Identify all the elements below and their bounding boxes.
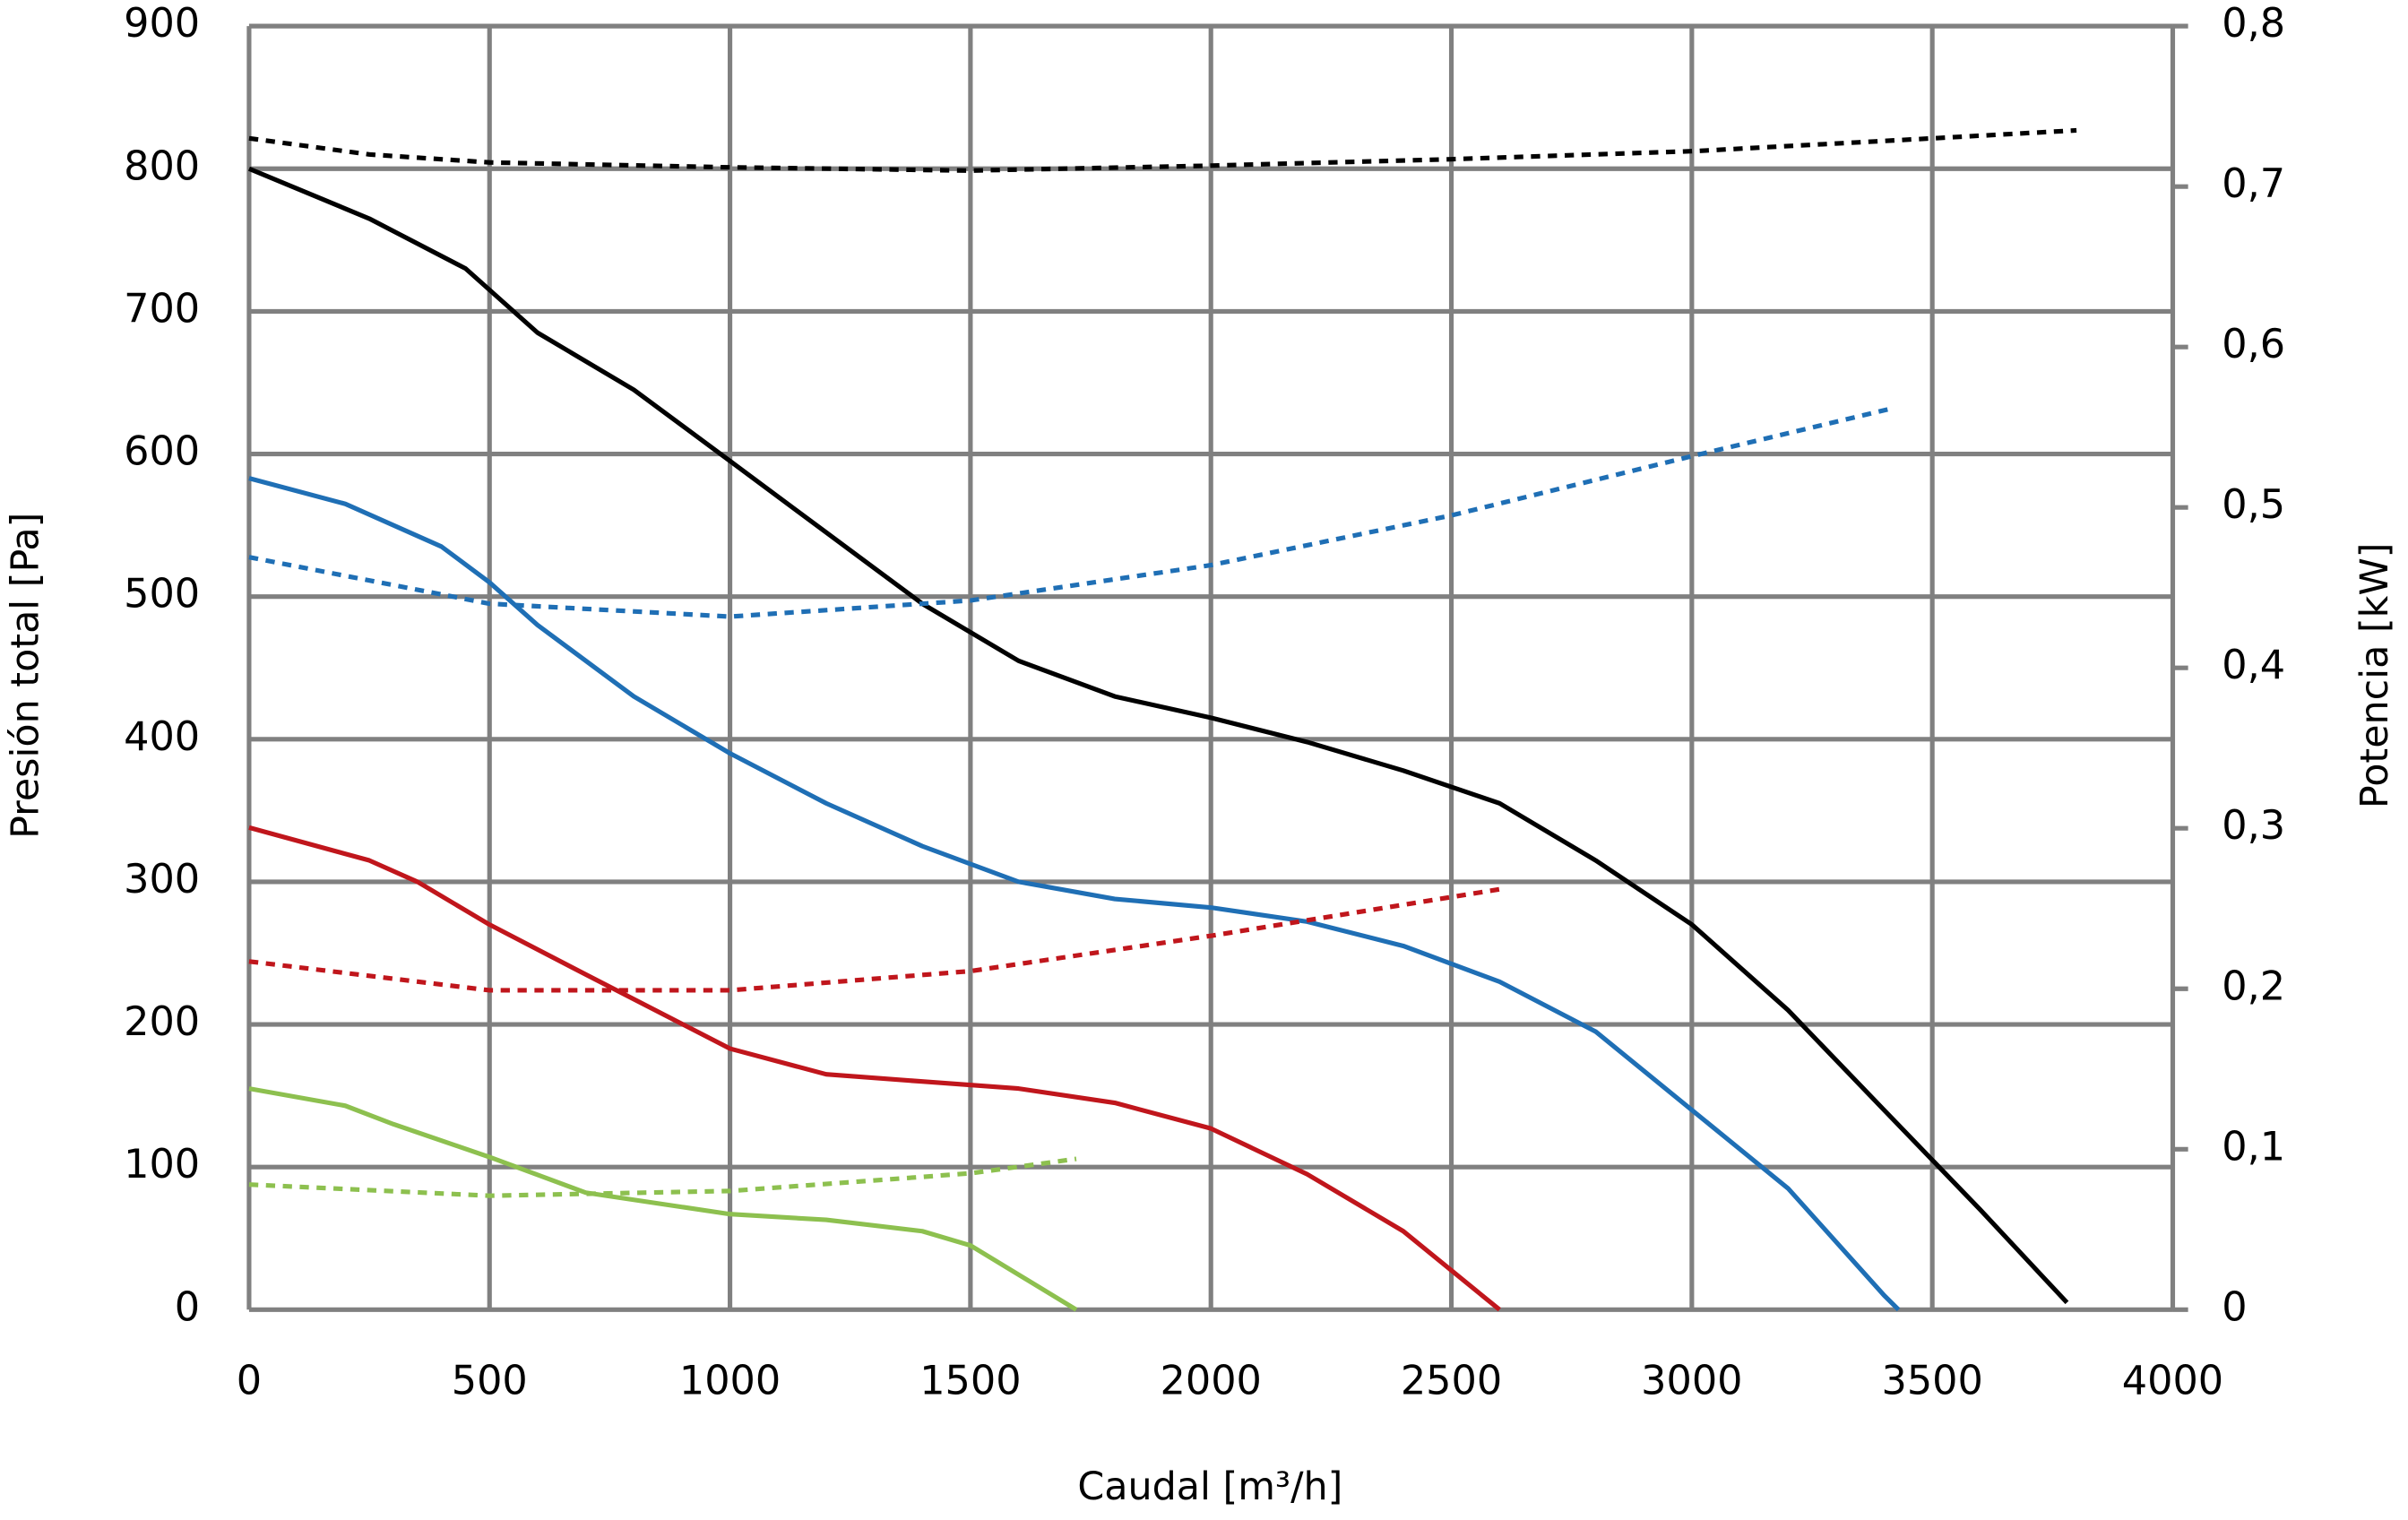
series-line bbox=[248, 825, 1501, 1312]
series-line bbox=[248, 886, 1500, 993]
y2-tick-label: 0,3 bbox=[2222, 802, 2285, 849]
y-axis-title: Presión total [Pa] bbox=[4, 513, 48, 839]
y2-tick-label: 0,4 bbox=[2222, 642, 2285, 688]
y2-tick-label: 0,1 bbox=[2222, 1123, 2285, 1170]
y2-tick-label: 0,6 bbox=[2222, 321, 2285, 367]
y2-tick-label: 0 bbox=[2222, 1283, 2247, 1330]
x-tick-label: 2000 bbox=[1161, 1358, 1262, 1404]
y2-tick-label: 0,8 bbox=[2222, 0, 2285, 47]
y-tick-label: 300 bbox=[124, 856, 200, 902]
x-tick-label: 3500 bbox=[1881, 1358, 1982, 1404]
y-tick-label: 0 bbox=[175, 1283, 200, 1330]
y-tick-label: 200 bbox=[124, 998, 200, 1045]
y-tick-label: 100 bbox=[124, 1141, 200, 1188]
y-tick-label: 700 bbox=[124, 285, 200, 332]
y-tick-label: 800 bbox=[124, 142, 200, 189]
series-line bbox=[248, 127, 2077, 173]
x-tick-label: 1500 bbox=[919, 1358, 1021, 1404]
series-line bbox=[248, 1086, 1078, 1312]
x-tick-label: 500 bbox=[452, 1358, 528, 1404]
y2-axis-title: Potencia [kW] bbox=[2352, 542, 2397, 808]
x-tick-label: 2500 bbox=[1401, 1358, 1502, 1404]
x-tick-label: 0 bbox=[237, 1358, 262, 1404]
y2-tick-label: 0,2 bbox=[2222, 963, 2285, 1009]
series-line bbox=[248, 1156, 1077, 1198]
x-tick-label: 3000 bbox=[1641, 1358, 1742, 1404]
y-tick-label: 600 bbox=[124, 428, 200, 475]
series-line bbox=[248, 476, 1901, 1312]
y2-tick-label: 0,7 bbox=[2222, 160, 2285, 207]
y-tick-label: 500 bbox=[124, 571, 200, 618]
series-line bbox=[248, 405, 1894, 619]
x-tick-label: 1000 bbox=[679, 1358, 781, 1404]
x-axis-title: Caudal [m³/h] bbox=[1077, 1464, 1342, 1509]
y2-tick-label: 0,5 bbox=[2222, 481, 2285, 528]
x-tick-label: 4000 bbox=[2122, 1358, 2223, 1404]
series-line bbox=[247, 166, 2069, 1305]
y-tick-label: 900 bbox=[124, 0, 200, 47]
y-tick-label: 400 bbox=[124, 713, 200, 760]
